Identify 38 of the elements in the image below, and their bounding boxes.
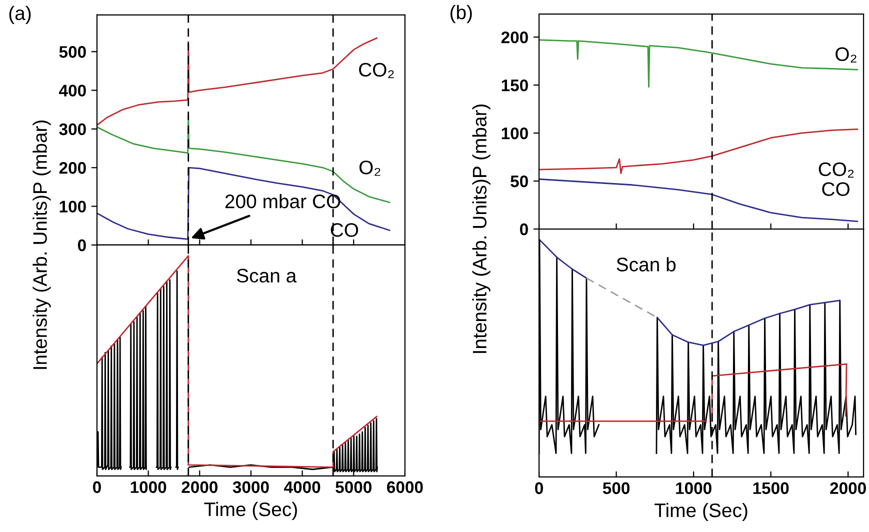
x-tick-label: 1000 [130, 481, 166, 494]
y-tick-label: 0 [520, 223, 528, 236]
y-tick-label: 200 [59, 162, 86, 174]
text: (b) [450, 4, 472, 24]
y-tick-label: 150 [502, 79, 528, 92]
x-tick-label: 1500 [753, 482, 789, 494]
y-tick-label: 500 [59, 46, 86, 58]
y-tick-label: 100 [60, 200, 86, 213]
y-axis-title: Intensity (Arb. Units)P (mbar) [32, 120, 51, 369]
x-tick-label: 5000 [336, 481, 372, 494]
x-axis-title: Time (Sec) [204, 502, 297, 520]
y-axis-title: Intensity (Arb. Units)P (mbar) [472, 104, 490, 353]
series-label: CO₂ [359, 62, 394, 78]
series-label: O₂ [836, 47, 856, 63]
x-axis-title: Time (Sec) [654, 502, 748, 522]
text: (a) [9, 6, 31, 24]
x-tick-label: 1000 [676, 482, 712, 494]
y-tick-label: 200 [501, 31, 528, 44]
series-label: O₂ [359, 160, 380, 176]
series-label: CO [822, 182, 850, 196]
annotation: Scan a [236, 268, 297, 283]
y-tick-label: 400 [59, 84, 86, 97]
series-label: CO [330, 223, 358, 237]
x-tick-label: 3000 [232, 481, 269, 494]
annotation: Scan b [616, 257, 676, 272]
annotation: 200 mbar CO [225, 194, 340, 208]
x-tick-label: 0 [535, 482, 543, 494]
x-tick-label: 0 [93, 481, 101, 494]
x-tick-label: 2000 [830, 482, 866, 494]
y-tick-label: 50 [510, 175, 528, 188]
x-tick-label: 500 [602, 482, 630, 494]
x-tick-label: 6000 [387, 481, 423, 494]
y-tick-label: 100 [502, 127, 528, 140]
x-tick-label: 4000 [284, 481, 320, 494]
y-tick-label: 0 [78, 239, 86, 252]
y-tick-label: 300 [59, 123, 86, 136]
x-tick-label: 2000 [182, 481, 218, 494]
series-label: CO₂ [818, 162, 854, 178]
